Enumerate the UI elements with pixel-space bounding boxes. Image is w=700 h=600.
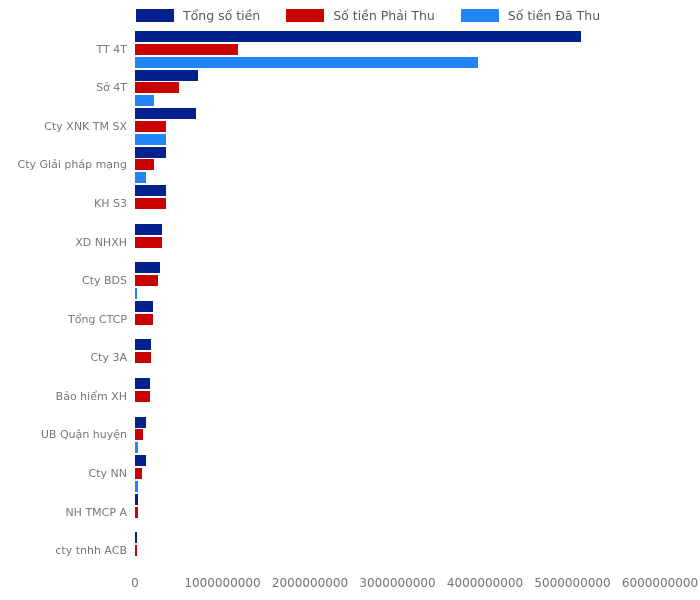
- category-row: Cty NN: [0, 454, 700, 493]
- bar-da-thu: [135, 172, 147, 184]
- bar-phai-thu: [135, 43, 239, 55]
- x-tick-label: 0: [131, 576, 139, 590]
- bar-group: [135, 107, 660, 146]
- category-row: UB Quận huyện: [0, 416, 700, 455]
- bar-phai-thu: [135, 159, 155, 171]
- category-row: Cty 3A: [0, 339, 700, 378]
- category-row: Tổng CTCP: [0, 300, 700, 339]
- category-label: Cty Giải pháp mạng: [17, 158, 127, 172]
- bar-total: [135, 108, 197, 120]
- bar-total: [135, 416, 147, 428]
- bar-total: [135, 69, 198, 81]
- category-row: XD NHXH: [0, 223, 700, 262]
- bar-total: [135, 532, 137, 544]
- category-row: NH TMCP A: [0, 493, 700, 532]
- category-label: TT 4T: [96, 42, 127, 56]
- category-label: cty tnhh ACB: [55, 544, 127, 558]
- bar-phai-thu: [135, 120, 166, 132]
- category-label: Cty BDS: [82, 274, 127, 288]
- category-label: Bảo hiểm XH: [55, 389, 127, 403]
- legend-swatch: [460, 8, 499, 22]
- x-axis: 0 1000000000 2000000000 3000000000 400000000…: [131, 576, 698, 596]
- bar-da-thu: [135, 56, 478, 68]
- bar-phai-thu: [135, 429, 143, 441]
- bar-phai-thu: [135, 545, 137, 557]
- legend-swatch: [286, 8, 325, 22]
- bar-phai-thu: [135, 275, 158, 287]
- bar-group: [135, 339, 660, 378]
- bar-da-thu: [135, 95, 155, 107]
- bar-phai-thu: [135, 198, 166, 210]
- bar-phai-thu: [135, 467, 142, 479]
- legend-item: Số tiền Đã Thu: [460, 7, 601, 23]
- bar-group: [135, 493, 660, 532]
- bar-total: [135, 300, 153, 312]
- bar-group: [135, 261, 660, 300]
- bar-phai-thu: [135, 506, 139, 518]
- category-row: cty tnhh ACB: [0, 531, 700, 570]
- bar-total: [135, 146, 166, 158]
- category-row: TT 4T: [0, 30, 700, 69]
- bar-group: [135, 184, 660, 223]
- bar-total: [135, 455, 146, 467]
- bar-total: [135, 493, 139, 505]
- bar-phai-thu: [135, 390, 150, 402]
- legend-label: Tổng số tiền: [183, 7, 261, 23]
- legend-label: Số tiền Phải Thu: [333, 7, 435, 23]
- legend-swatch: [136, 8, 174, 22]
- bar-da-thu: [135, 480, 139, 492]
- category-row: Cty BDS: [0, 261, 700, 300]
- category-label: NH TMCP A: [65, 505, 127, 519]
- bar-group: [135, 223, 660, 262]
- x-tick-label: 1000000000: [184, 576, 261, 590]
- bar-phai-thu: [135, 236, 163, 248]
- bar-group: [135, 416, 660, 455]
- chart-legend: Tổng số tiền Số tiền Phải Thu Số tiền Đã T…: [136, 7, 600, 23]
- bar-group: [135, 146, 660, 185]
- bar-da-thu: [135, 442, 139, 454]
- bar-total: [135, 223, 163, 235]
- x-tick-label: 2000000000: [271, 576, 349, 590]
- category-label: Tổng CTCP: [68, 312, 127, 326]
- category-label: UB Quận huyện: [40, 428, 127, 442]
- plot-area: TT 4T Sở 4T Cty XNK TM SX Cty Giải pháp mạn…: [0, 30, 700, 570]
- category-row: KH S3: [0, 184, 700, 223]
- x-tick-label: 5000000000: [534, 576, 611, 590]
- legend-label: Số tiền Đã Thu: [507, 7, 601, 23]
- category-label: KH S3: [94, 197, 127, 211]
- category-label: XD NHXH: [75, 235, 127, 249]
- bar-total: [135, 30, 582, 42]
- category-label: Cty 3A: [90, 351, 127, 365]
- bar-group: [135, 531, 660, 570]
- category-label: Cty XNK TM SX: [44, 119, 127, 133]
- bar-group: [135, 69, 660, 108]
- bar-total: [135, 378, 150, 390]
- bar-group: [135, 454, 660, 493]
- bar-group: [135, 300, 660, 339]
- category-label: Sở 4T: [96, 81, 127, 95]
- bar-phai-thu: [135, 313, 153, 325]
- bar-total: [135, 185, 166, 197]
- bar-group: [135, 30, 660, 69]
- category-label: Cty NN: [88, 466, 127, 480]
- bar-da-thu: [135, 287, 137, 299]
- category-row: Bảo hiểm XH: [0, 377, 700, 416]
- bar-phai-thu: [135, 82, 179, 94]
- bar-group: [135, 377, 660, 416]
- legend-item: Số tiền Phải Thu: [286, 8, 435, 23]
- category-row: Cty XNK TM SX: [0, 107, 700, 146]
- x-tick-label: 3000000000: [359, 576, 436, 590]
- bar-total: [135, 262, 160, 274]
- x-tick-label: 4000000000: [446, 576, 524, 590]
- category-row: Cty Giải pháp mạng: [0, 146, 700, 185]
- legend-item: Tổng số tiền: [136, 8, 260, 23]
- bar-da-thu: [135, 133, 166, 145]
- bar-total: [135, 339, 151, 351]
- category-row: Sở 4T: [0, 69, 700, 108]
- x-tick-label: 6000000000: [621, 576, 699, 590]
- bar-phai-thu: [135, 352, 151, 364]
